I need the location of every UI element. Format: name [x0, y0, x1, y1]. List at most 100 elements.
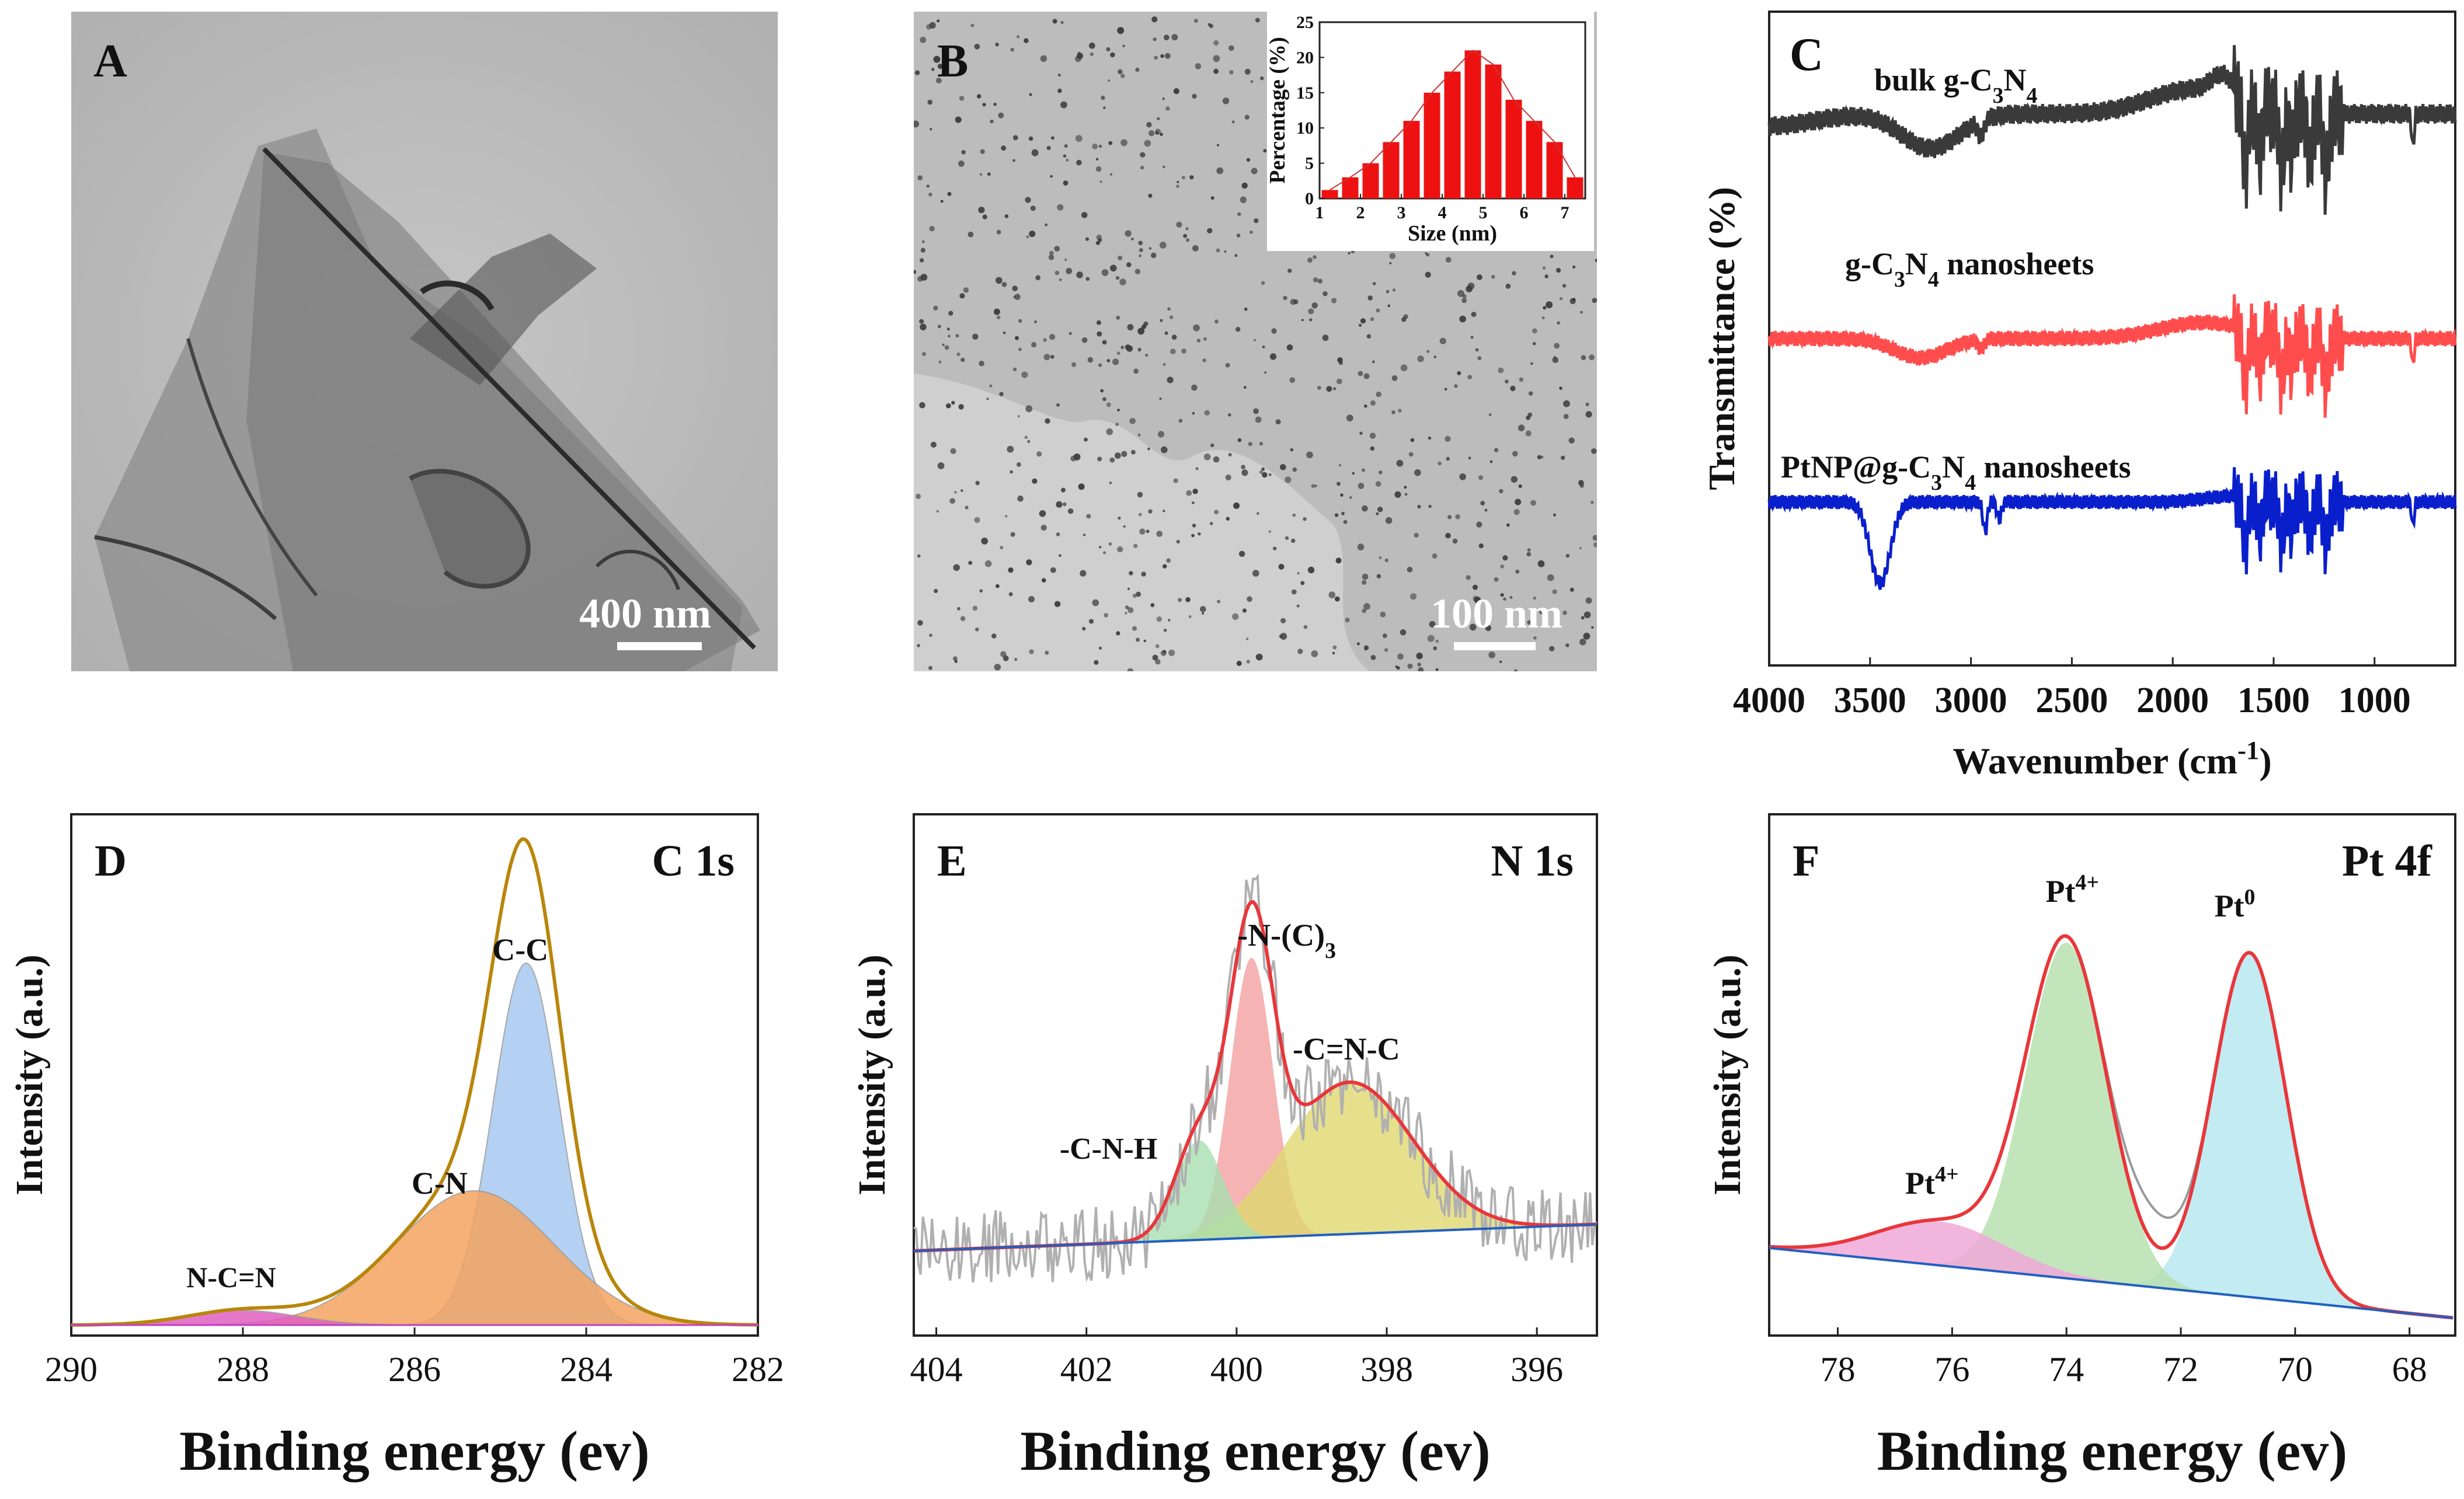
peak-label-c-c: C-C	[492, 932, 548, 967]
panel-letter-c: C	[1790, 29, 1823, 81]
xps-x-tick-label: 68	[2392, 1350, 2427, 1389]
xps-x-tick-label: 284	[560, 1350, 612, 1389]
peak-label-c-n-h: -C-N-H	[1060, 1132, 1158, 1166]
peak-label-pt0: Pt0	[2215, 885, 2256, 923]
ftir-x-tick-label: 2000	[2136, 681, 2209, 720]
ftir-x-tick-label: 4000	[1733, 681, 1805, 720]
histogram-bar	[1403, 121, 1420, 198]
peak-c-n-area	[71, 1190, 758, 1326]
xps-x-axis-label-F: Binding energy (ev)	[1877, 1420, 2347, 1482]
peak-label-n-c-n: N-C=N	[186, 1261, 276, 1294]
histogram-bar	[1567, 177, 1583, 198]
xps-axes-frame-E	[913, 813, 1598, 1337]
baseline-f	[1769, 1247, 2453, 1319]
histogram-bar	[1424, 92, 1440, 198]
peak-pt0-area	[1769, 953, 2455, 1318]
ftir-chart: C 4000 3500 3000 2500 2000 1500 1000 Wavenumber …	[1701, 11, 2457, 782]
size-histogram-inset: 1 2 3 4 5 6 7 0 5 10 15 20 25 Size (nm) Percentage (%)	[1267, 12, 1594, 251]
peak-pt4-minor-area	[1769, 1221, 2455, 1318]
inset-y-tick-label: 10	[1296, 118, 1314, 138]
inset-y-tick-label: 15	[1296, 83, 1314, 103]
ftir-series-label-1: bulk g-C3N4	[1874, 62, 2038, 108]
histogram-bar	[1383, 142, 1400, 198]
xps-x-tick-label: 70	[2278, 1350, 2313, 1389]
panel-letter-b: B	[937, 36, 969, 87]
baseline-e	[913, 1223, 1598, 1252]
ftir-x-tick-label: 2500	[2035, 681, 2108, 720]
xps-x-tick-label: 286	[388, 1350, 441, 1389]
ftir-x-axis-label: Wavenumber (cm-1)	[1953, 735, 2271, 782]
scale-label-a: 400 nm	[579, 590, 712, 637]
xps-chart-pt4f: 78 76 74 72 70 68 Binding energy (ev) Intensity…	[1706, 813, 2456, 1482]
histogram-bar	[1321, 190, 1338, 198]
scale-bar-b	[1454, 642, 1536, 650]
histogram-bar	[1362, 163, 1379, 198]
ftir-x-tick-label: 3000	[1935, 681, 2007, 720]
xps-axes-frame-F	[1768, 813, 2456, 1337]
inset-y-axis-label: Percentage (%)	[1267, 37, 1290, 183]
xps-x-tick-label: 396	[1511, 1350, 1563, 1389]
ftir-series-label-3: PtNP@g-C3N4 nanosheets	[1781, 449, 2131, 495]
xps-y-axis-label-E: Intensity (a.u.)	[851, 954, 893, 1195]
xps-x-tick-label: 288	[217, 1350, 269, 1389]
envelope-curve-d	[71, 837, 758, 1327]
inset-x-axis-label: Size (nm)	[1408, 221, 1497, 246]
xps-x-axis-label-E: Binding energy (ev)	[1020, 1420, 1490, 1482]
scale-label-b: 100 nm	[1431, 590, 1563, 637]
histogram-bar	[1505, 99, 1522, 198]
xps-x-tick-label: 400	[1210, 1350, 1263, 1389]
xps-x-tick-label: 398	[1360, 1350, 1413, 1389]
inset-y-tick-label: 5	[1305, 154, 1314, 173]
scale-bar-a	[617, 642, 702, 650]
ftir-x-tick-label: 1500	[2237, 681, 2310, 720]
inset-x-tick-label: 5	[1479, 203, 1488, 222]
peak-c-n-c-area	[914, 1082, 1597, 1251]
inset-x-tick-label: 6	[1520, 203, 1529, 222]
histogram-bar	[1485, 64, 1502, 198]
histogram-fit-curve	[1329, 49, 1576, 191]
peak-n-c3-area	[914, 957, 1597, 1251]
histogram-bar	[1444, 71, 1461, 198]
inset-x-tick-label: 2	[1356, 203, 1365, 222]
xps-x-tick-label: 404	[910, 1350, 963, 1389]
ftir-x-tick-label: 1000	[2338, 681, 2411, 720]
peak-label-pt4-main: Pt4+	[2045, 870, 2098, 909]
peak-label-c-n: C-N	[412, 1166, 468, 1201]
tem-image-b: B 100 nm 1 2 3 4 5 6 7 0 5 10 15 20 25 Size (nm) Perce…	[914, 12, 1597, 671]
inset-y-tick-label: 20	[1296, 48, 1314, 67]
ftir-series-label-2: g-C3N4 nanosheets	[1845, 246, 2094, 292]
inset-x-tick-label: 4	[1438, 203, 1447, 222]
ftir-series-line-2	[1767, 294, 2457, 418]
peak-label-pt4-minor: Pt4+	[1905, 1162, 1958, 1201]
inset-x-tick-label: 7	[1561, 203, 1569, 222]
xps-x-axis-label-D: Binding energy (ev)	[179, 1420, 649, 1482]
xps-x-tick-label: 72	[2163, 1350, 2198, 1389]
xps-x-tick-label: 282	[732, 1350, 784, 1389]
xps-y-axis-label-F: Intensity (a.u.)	[1706, 954, 1749, 1195]
inset-y-tick-label: 25	[1296, 13, 1314, 32]
panel-letter-e: E	[937, 836, 967, 886]
panel-letter-d: D	[95, 836, 127, 886]
tem-image-a: A 400 nm	[71, 12, 778, 671]
inset-y-tick-label: 0	[1305, 189, 1314, 208]
inset-x-tick-label: 3	[1397, 203, 1406, 222]
ftir-series-line-3	[1767, 467, 2457, 590]
peak-label-n-c3: -N-(C)3	[1237, 918, 1336, 963]
peak-pt4-main-area	[1769, 943, 2455, 1318]
panel-letter-a: A	[93, 36, 127, 87]
xps-title-F: Pt 4f	[2342, 836, 2433, 886]
xps-x-tick-label: 76	[1934, 1350, 1969, 1389]
tem-sheet-drawing	[71, 12, 778, 671]
xps-y-axis-label-D: Intensity (a.u.)	[8, 954, 51, 1195]
histogram-bar	[1526, 121, 1543, 198]
inset-x-tick-label: 1	[1315, 203, 1324, 222]
xps-x-tick-label: 402	[1060, 1350, 1113, 1389]
panel-letter-f: F	[1793, 836, 1819, 886]
xps-x-tick-label: 74	[2049, 1350, 2084, 1389]
peak-label-c-n-c: -C=N-C	[1293, 1031, 1400, 1066]
histogram-bar	[1464, 50, 1481, 198]
ftir-x-tick-label: 3500	[1834, 681, 1906, 720]
ftir-y-axis-label: Transmittance (%)	[1701, 187, 1742, 490]
xps-chart-c1s: 290 288 286 284 282 Binding energy (ev) Intens…	[8, 813, 784, 1482]
